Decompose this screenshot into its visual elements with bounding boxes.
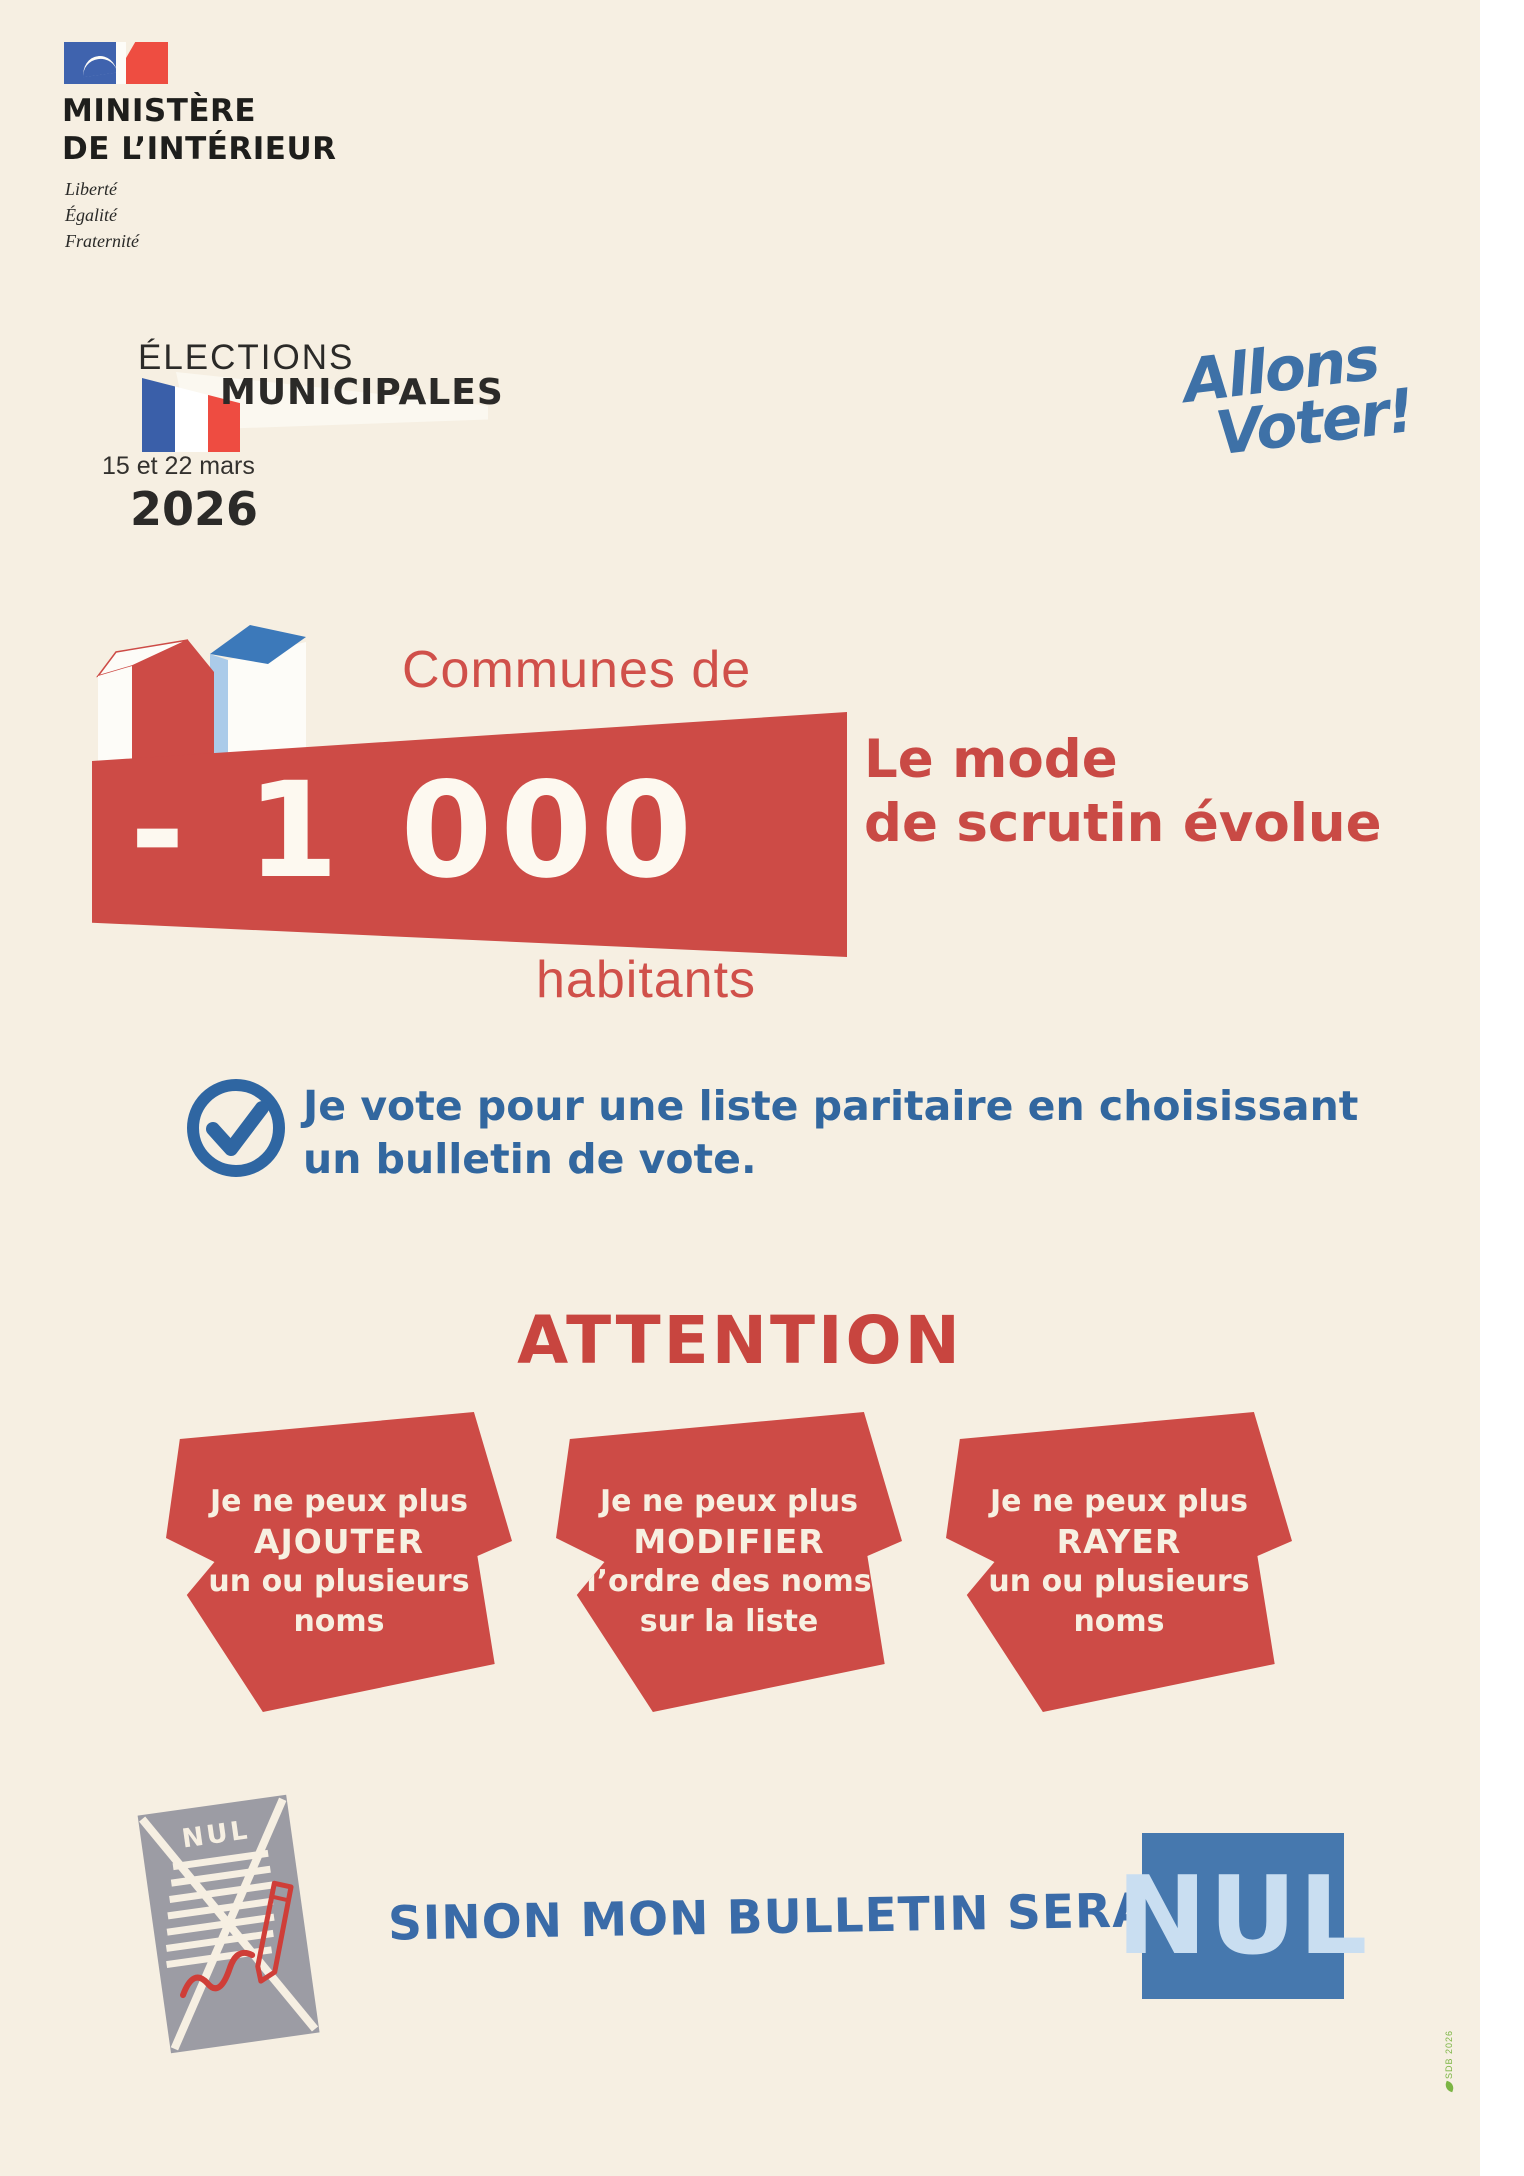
warning-detail: noms bbox=[293, 1604, 385, 1639]
nul-badge: NUL bbox=[1117, 1833, 1367, 1999]
warning-intro: Je ne peux plus bbox=[989, 1484, 1249, 1519]
election-dates: 15 et 22 mars bbox=[102, 452, 255, 480]
warning-ribbon-rayer: Je ne peux plus RAYER un ou plusieurs no… bbox=[946, 1412, 1292, 1712]
attention-title: ATTENTION bbox=[517, 1302, 963, 1379]
warning-action: AJOUTER bbox=[253, 1522, 425, 1561]
warning-intro: Je ne peux plus bbox=[209, 1484, 469, 1519]
headline: Le mode de scrutin évolue bbox=[864, 728, 1382, 856]
motto-egalite: Égalité bbox=[65, 205, 117, 225]
headline-line2: de scrutin évolue bbox=[864, 793, 1382, 854]
ministry-flag-icon bbox=[64, 42, 176, 84]
audience-suffix: habitants bbox=[536, 951, 757, 1009]
warning-detail: l’ordre des noms bbox=[586, 1564, 872, 1599]
ministry-name-line2: DE L’INTÉRIEUR bbox=[62, 131, 337, 167]
audience-figure: - 1 000 bbox=[130, 754, 701, 908]
warning-ribbon-ajouter: Je ne peux plus AJOUTER un ou plusieurs … bbox=[166, 1412, 512, 1712]
warning-detail: un ou plusieurs bbox=[988, 1564, 1250, 1599]
scan-edge-strip bbox=[1480, 0, 1524, 2176]
print-credit: SDB 2026 bbox=[1443, 2030, 1455, 2160]
print-credit-text: SDB 2026 bbox=[1444, 2030, 1454, 2080]
flag-white-gap bbox=[116, 42, 126, 84]
warning-action: RAYER bbox=[1056, 1522, 1182, 1561]
ministry-name: MINISTÈRE DE L’INTÉRIEUR bbox=[62, 92, 337, 168]
flag-red-block bbox=[126, 42, 168, 84]
ministry-motto: Liberté Égalité Fraternité bbox=[65, 176, 139, 254]
nul-badge-label: NUL bbox=[1116, 1853, 1370, 1979]
warning-detail: un ou plusieurs bbox=[208, 1564, 470, 1599]
leaf-icon bbox=[1443, 2080, 1455, 2093]
audience-prefix: Communes de bbox=[402, 641, 752, 699]
instruction-line2: un bulletin de vote. bbox=[303, 1135, 757, 1183]
ballot-nul-icon: NUL bbox=[137, 1794, 320, 2054]
warning-intro: Je ne peux plus bbox=[599, 1484, 859, 1519]
warning-action: MODIFIER bbox=[633, 1522, 825, 1561]
motto-fraternite: Fraternité bbox=[65, 231, 139, 251]
warning-detail: sur la liste bbox=[639, 1604, 819, 1639]
houses-icon bbox=[96, 625, 306, 774]
election-title-line2: MUNICIPALES bbox=[220, 372, 504, 413]
warning-detail: noms bbox=[1073, 1604, 1165, 1639]
election-year: 2026 bbox=[130, 482, 259, 536]
warning-ribbon-modifier: Je ne peux plus MODIFIER l’ordre des nom… bbox=[556, 1412, 902, 1712]
flag-blue-block bbox=[64, 42, 116, 84]
ministry-name-line1: MINISTÈRE bbox=[62, 93, 257, 129]
conclusion-statement: SINON MON BULLETIN SERA bbox=[387, 1883, 1150, 1952]
instruction-line1: Je vote pour une liste paritaire en choi… bbox=[303, 1082, 1359, 1130]
motto-liberte: Liberté bbox=[65, 179, 117, 199]
allons-voter-logo: Allons Voter! bbox=[1179, 313, 1472, 472]
election-title-line1: ÉLECTIONS bbox=[138, 338, 355, 377]
headline-line1: Le mode bbox=[864, 729, 1118, 790]
instruction-text: Je vote pour une liste paritaire en choi… bbox=[303, 1080, 1358, 1186]
checkmark-icon bbox=[187, 1079, 285, 1177]
